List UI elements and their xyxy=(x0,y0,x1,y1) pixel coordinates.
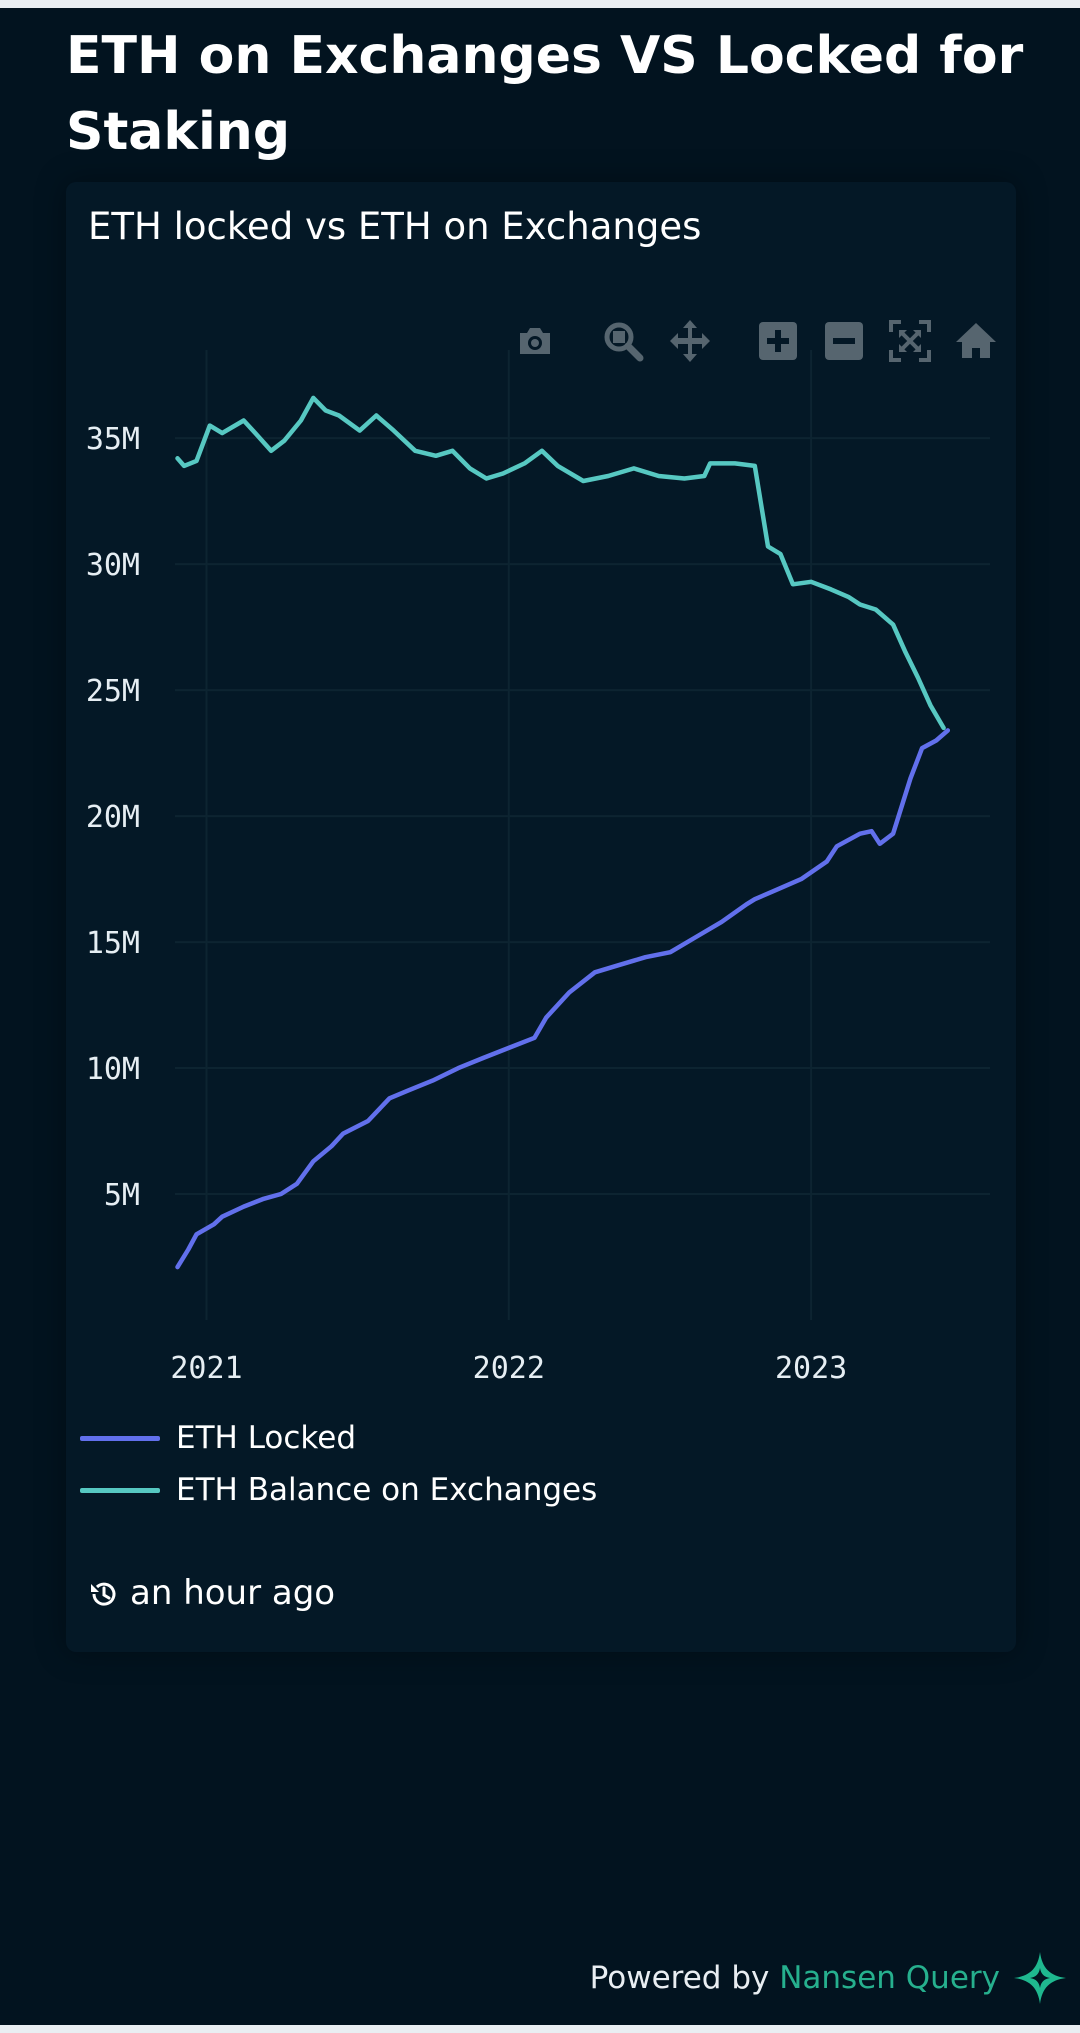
powered-by-label: Powered by xyxy=(589,1960,770,1996)
x-tick-label: 2021 xyxy=(170,1351,242,1386)
chart-title: ETH locked vs ETH on Exchanges xyxy=(88,205,702,248)
chart-toolbar xyxy=(0,318,1080,364)
y-tick-label: 20M xyxy=(86,800,140,835)
zoom-in-icon[interactable] xyxy=(755,318,801,364)
x-tick-label: 2022 xyxy=(473,1351,545,1386)
y-tick-label: 35M xyxy=(86,422,140,457)
y-tick-label: 25M xyxy=(86,674,140,709)
bottom-border xyxy=(0,2025,1080,2033)
zoom-out-icon[interactable] xyxy=(821,318,867,364)
page-title: ETH on Exchanges VS Locked for Staking xyxy=(66,26,1024,162)
series-line-eth-locked xyxy=(175,728,951,1270)
powered-by: Powered by Nansen Query xyxy=(590,1955,1000,2001)
camera-icon[interactable] xyxy=(512,318,558,364)
nansen-logo-icon xyxy=(1014,1952,1066,2004)
pan-icon[interactable] xyxy=(667,318,713,364)
legend-label-eth-exchanges: ETH Balance on Exchanges xyxy=(176,1472,598,1508)
series-lines xyxy=(175,395,951,1270)
legend-swatch-eth-exchanges xyxy=(80,1488,160,1493)
legend-swatch-eth-locked xyxy=(80,1436,160,1441)
x-axis: 2021 2022 2023 xyxy=(170,1351,847,1386)
line-chart: 5M 10M 15M 20M 25M 30M 35M 2021 2022 2023 xyxy=(86,350,990,1386)
y-tick-label: 30M xyxy=(86,548,140,583)
autoscale-icon[interactable] xyxy=(887,318,933,364)
legend-label-eth-locked: ETH Locked xyxy=(176,1420,357,1456)
chart-card xyxy=(66,182,1016,1652)
powered-by-brand[interactable]: Nansen Query xyxy=(779,1960,1000,1996)
y-axis: 5M 10M 15M 20M 25M 30M 35M xyxy=(86,422,140,1213)
top-border xyxy=(0,0,1080,8)
history-icon xyxy=(91,1582,116,1606)
series-line-eth-exchanges xyxy=(175,395,946,731)
grid-lines xyxy=(175,350,990,1320)
y-tick-label: 10M xyxy=(86,1052,140,1087)
y-tick-label: 15M xyxy=(86,926,140,961)
zoom-icon[interactable] xyxy=(600,318,646,364)
y-tick-label: 5M xyxy=(104,1178,140,1213)
home-icon[interactable] xyxy=(953,318,999,364)
x-tick-label: 2023 xyxy=(775,1351,847,1386)
last-updated-text: an hour ago xyxy=(130,1573,336,1613)
